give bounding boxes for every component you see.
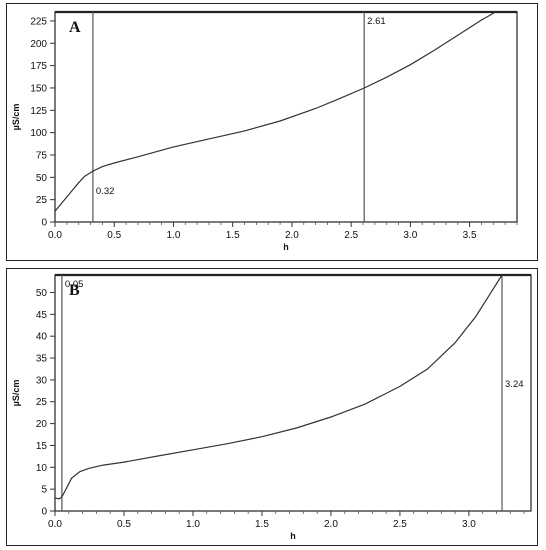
x-tick-label: 2.0	[285, 230, 299, 241]
y-axis-label: µS/cm	[11, 104, 21, 131]
x-tick-label: 0.0	[48, 230, 62, 241]
y-tick-label: 100	[30, 128, 47, 139]
x-tick-label: 0.0	[48, 519, 62, 530]
y-tick-label: 5	[41, 485, 47, 496]
data-line-series	[54, 11, 496, 212]
chart-b-svg: 0.0 0.5 1.0 1.5 2.0 2.5 3.0 0 5 10 15 20 25 30 35 40 45 5…	[11, 273, 532, 541]
y-tick-label: 200	[30, 39, 47, 50]
chart-panel-b: 0.0 0.5 1.0 1.5 2.0 2.5 3.0 0 5 10 15 20 25 30 35 40 45 5…	[6, 268, 538, 546]
y-tick-label: 225	[30, 16, 47, 27]
x-tick-label: 3.5	[463, 230, 477, 241]
x-axis-label: h	[283, 242, 289, 252]
x-tick-label: 1.5	[255, 519, 269, 530]
y-tick-label: 35	[36, 354, 48, 365]
plot-frame	[54, 274, 532, 512]
y-tick-label: 50	[36, 288, 48, 299]
marker-label: 2.61	[367, 16, 386, 27]
y-tick-label: 0	[41, 218, 47, 229]
chart-a-svg: 0.0 0.5 1.0 1.5 2.0 2.5 3.0 3.5 0 25 50 75 100 125 150…	[11, 10, 518, 252]
y-tick-label: 175	[30, 61, 47, 72]
plot-frame	[54, 11, 518, 223]
y-tick-label: 50	[36, 173, 48, 184]
y-tick-label: 25	[36, 195, 48, 206]
y-tick-label: 30	[36, 375, 48, 386]
x-tick-label: 1.0	[167, 230, 181, 241]
x-axis-label: h	[290, 531, 296, 541]
y-tick-label: 15	[36, 441, 48, 452]
y-tick-label: 75	[36, 150, 48, 161]
panel-letter: B	[69, 282, 80, 299]
chart-panel-a: 0.0 0.5 1.0 1.5 2.0 2.5 3.0 3.5 0 25 50 75 100 125 150…	[6, 3, 538, 261]
y-tick-label: 150	[30, 83, 47, 94]
x-tick-label: 1.0	[186, 519, 200, 530]
y-tick-label: 20	[36, 419, 48, 430]
x-tick-label: 3.0	[462, 519, 476, 530]
marker-label: 0.32	[96, 186, 115, 197]
x-tick-label: 3.0	[403, 230, 417, 241]
y-tick-label: 45	[36, 310, 48, 321]
x-tick-label: 1.5	[226, 230, 240, 241]
y-axis-label: µS/cm	[11, 380, 21, 407]
y-tick-label: 125	[30, 106, 47, 117]
y-tick-label: 25	[36, 397, 48, 408]
x-tick-label: 0.5	[117, 519, 131, 530]
data-line-series	[54, 274, 503, 500]
x-tick-label: 2.5	[344, 230, 358, 241]
x-tick-label: 0.5	[107, 230, 121, 241]
y-tick-label: 40	[36, 332, 48, 343]
marker-label: 0.05	[65, 279, 84, 290]
x-tick-label: 2.5	[393, 519, 407, 530]
panel-letter: A	[69, 19, 81, 36]
y-tick-label: 0	[41, 507, 47, 518]
x-tick-label: 2.0	[324, 519, 338, 530]
marker-label: 3.24	[505, 379, 524, 390]
y-tick-label: 10	[36, 463, 48, 474]
